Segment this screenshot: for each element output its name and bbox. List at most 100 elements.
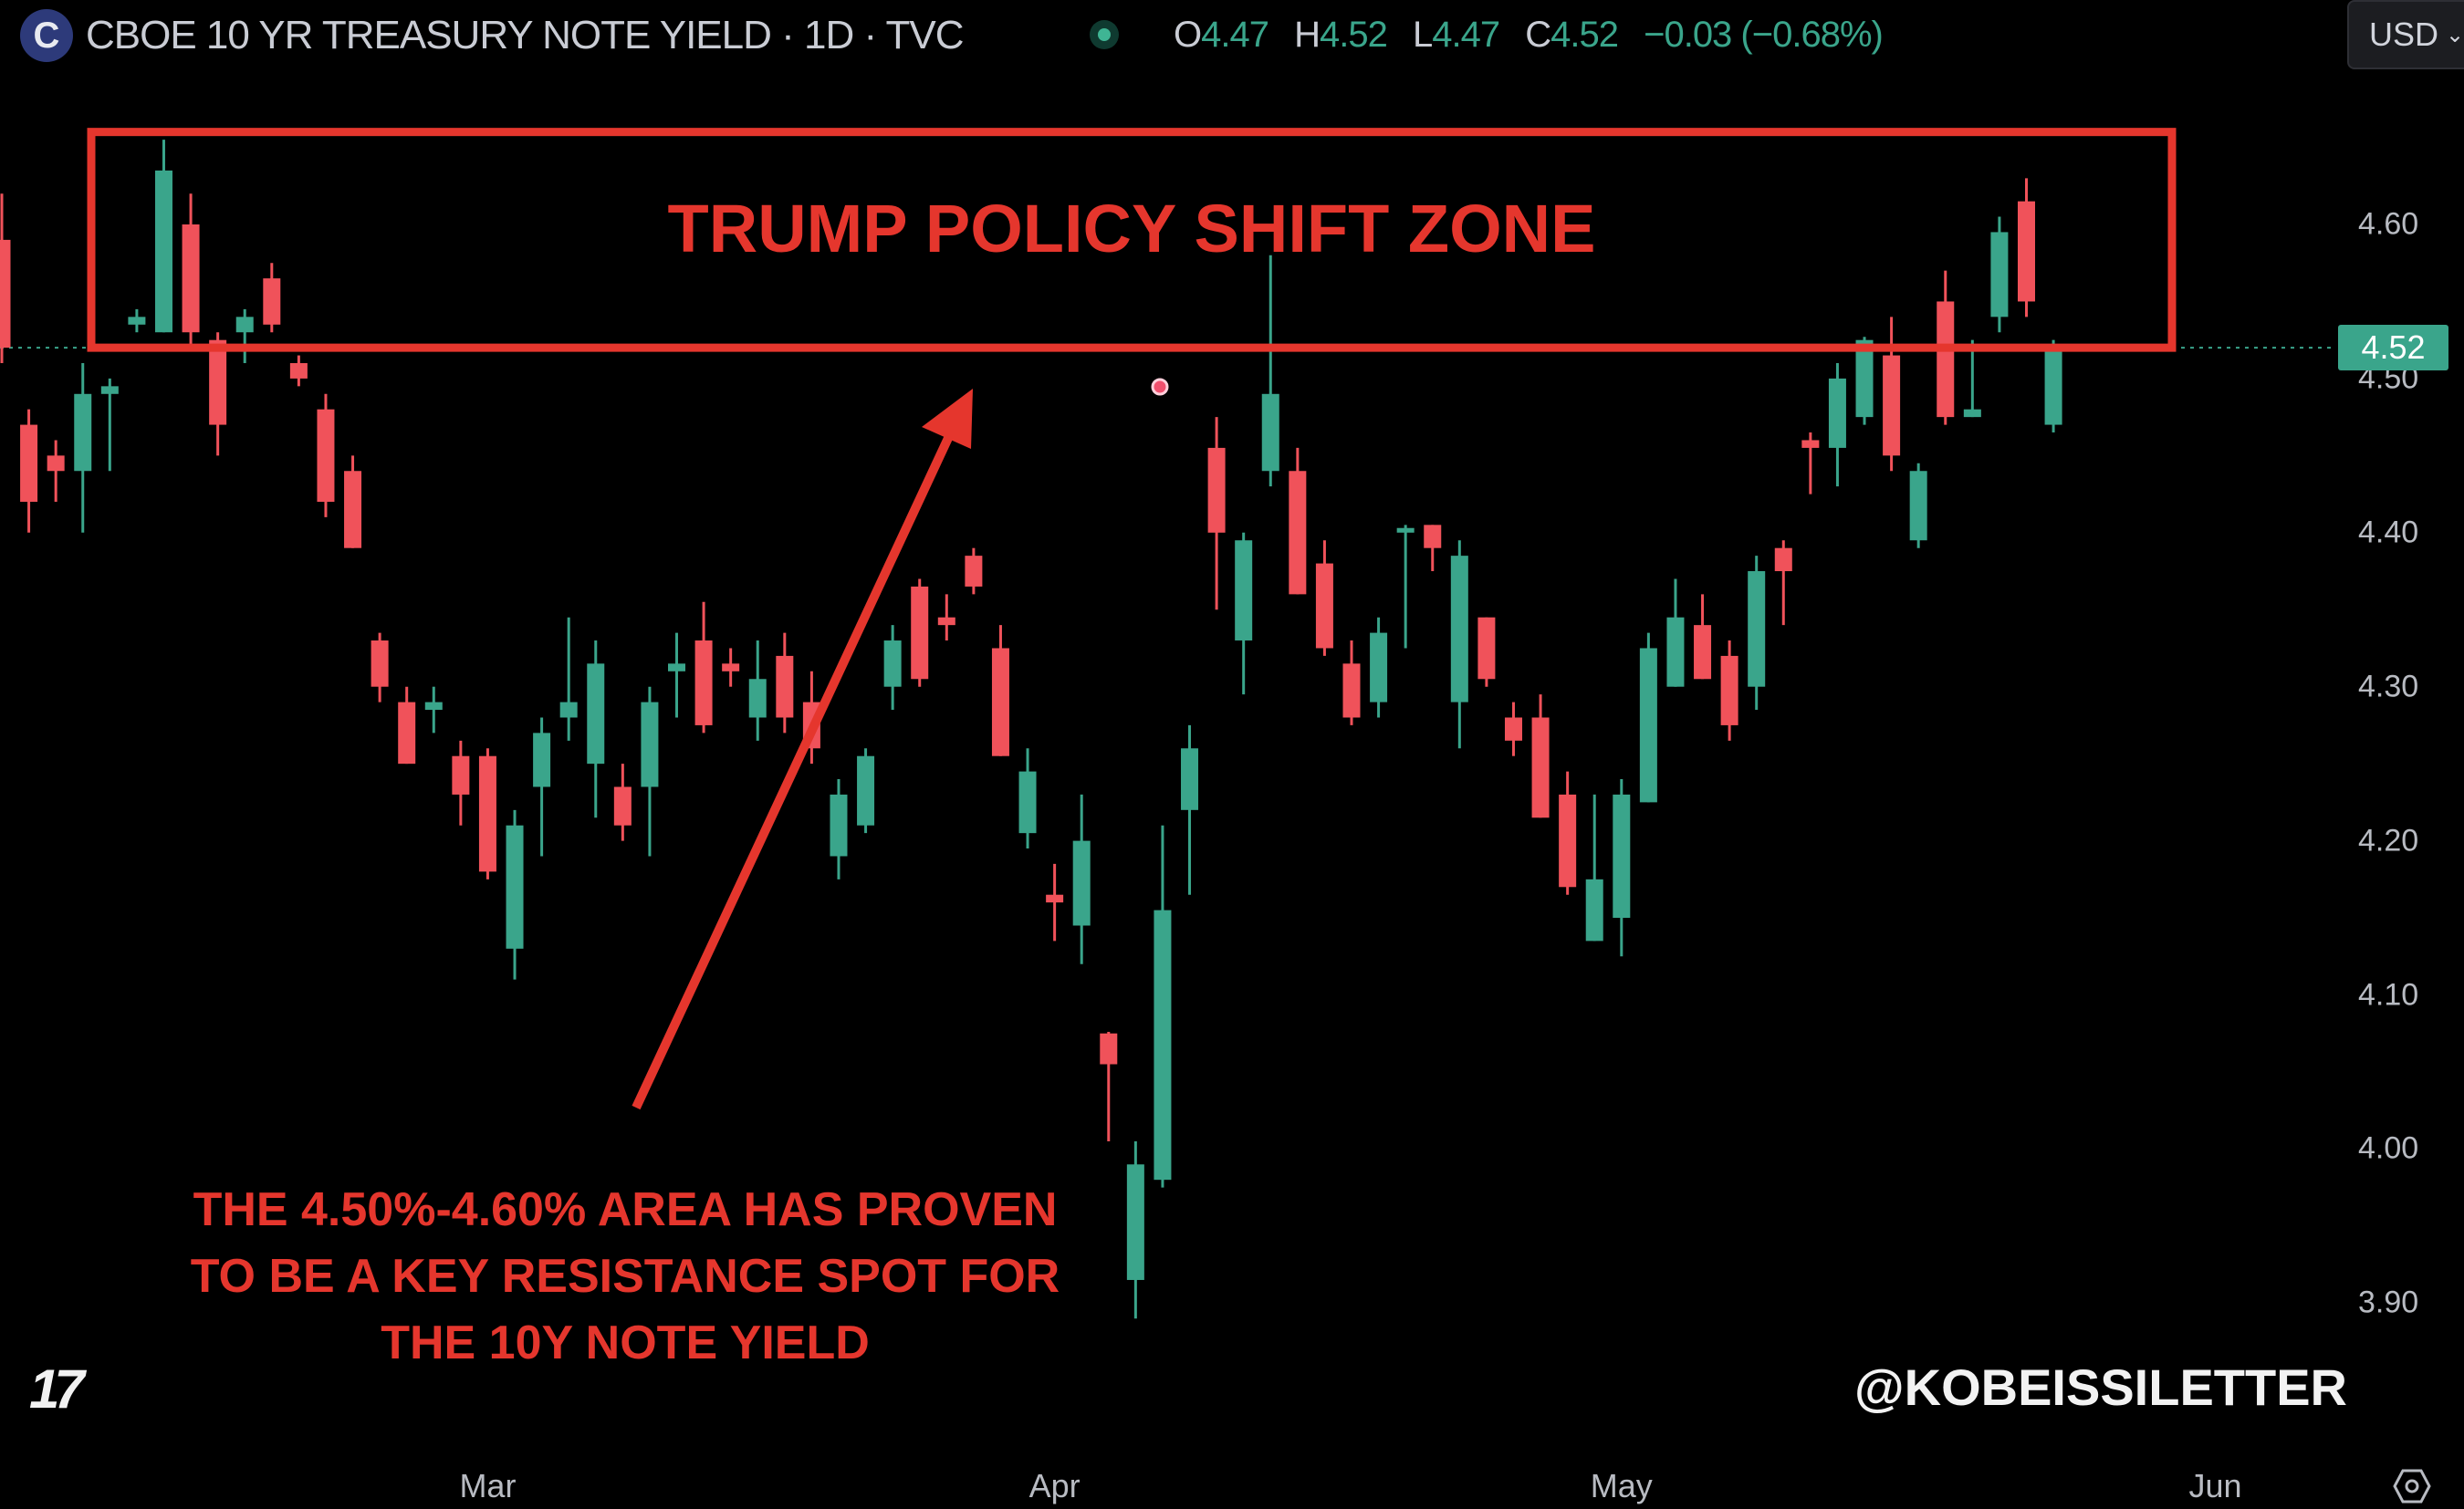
candle-body [1046, 894, 1064, 903]
candle-body [1748, 571, 1766, 687]
time-tick-label: May [1590, 1467, 1653, 1504]
candle-body [883, 640, 902, 687]
candle [1100, 1032, 1118, 1141]
candle-body [1504, 717, 1522, 741]
high-label: H [1294, 15, 1321, 55]
candle [1585, 794, 1603, 942]
candle [883, 625, 902, 711]
symbol-title[interactable]: CBOE 10 YR TREASURY NOTE YIELD · 1D · TV… [86, 13, 965, 57]
open-value: 4.47 [1201, 15, 1269, 55]
candle [533, 717, 551, 857]
candle-body [1937, 301, 1955, 418]
candle-body [1883, 355, 1901, 456]
candle [74, 363, 92, 533]
candle-body [1154, 910, 1172, 1181]
candle [1289, 447, 1307, 595]
candle-body [2044, 348, 2062, 425]
candle [1154, 825, 1172, 1188]
note-line: TO BE A KEY RESISTANCE SPOT FOR [190, 1250, 1060, 1303]
candle [1774, 540, 1792, 626]
candle [424, 686, 443, 734]
candle-body [1396, 527, 1415, 533]
candle-body [128, 317, 146, 325]
candle [1883, 317, 1901, 472]
time-tick-label: Jun [2188, 1467, 2242, 1504]
candle-body [587, 663, 605, 765]
candle [47, 440, 65, 503]
candle-body [100, 386, 119, 394]
candle [371, 632, 389, 702]
candle [1342, 640, 1361, 725]
candle [478, 748, 496, 879]
candle [1396, 525, 1415, 649]
candle-body [1828, 378, 1846, 448]
candle [1181, 724, 1199, 895]
zone-title: TRUMP POLICY SHIFT ZONE [667, 191, 1596, 266]
candle [1207, 417, 1226, 610]
candle [398, 686, 416, 765]
candle-body [1909, 471, 1927, 541]
candle-body [1261, 393, 1279, 472]
note-line: THE 4.50%-4.60% AREA HAS PROVEN [193, 1183, 1058, 1236]
candle-body [1126, 1164, 1144, 1280]
time-tick-label: Apr [1028, 1467, 1081, 1504]
candle [1504, 702, 1522, 756]
candle-body [1181, 748, 1199, 810]
candle-body [1207, 447, 1226, 533]
arrow-head-icon [922, 389, 973, 449]
price-tick-label: 4.00 [2358, 1130, 2419, 1166]
candle [1748, 556, 1766, 711]
high-value: 4.52 [1320, 15, 1388, 55]
candle [587, 640, 605, 818]
price-tick-label: 3.90 [2358, 1285, 2419, 1320]
candle-body [1613, 794, 1631, 919]
settings-gear-icon[interactable] [2393, 1467, 2431, 1505]
candle-body [371, 640, 389, 687]
note-line: THE 10Y NOTE YIELD [381, 1316, 870, 1369]
candle [1801, 432, 1820, 494]
currency-button[interactable]: USD ⌄ [2347, 0, 2464, 69]
price-tick-label: 4.40 [2358, 515, 2419, 550]
candle-body [1639, 648, 1657, 803]
candle [1424, 525, 1442, 572]
candle-body [830, 794, 848, 857]
candle [1666, 578, 1685, 687]
candle [911, 578, 929, 687]
candle [209, 332, 227, 456]
candle-body [1855, 339, 1874, 418]
candle [1072, 794, 1091, 964]
candle [2018, 178, 2035, 317]
candle [263, 263, 281, 333]
candle [1963, 339, 1981, 418]
candle-body [209, 339, 227, 425]
candle [154, 140, 172, 333]
candle [748, 640, 767, 741]
candle-body [263, 278, 281, 325]
candle [937, 594, 955, 641]
candle-body [1666, 617, 1685, 687]
candle [776, 632, 794, 734]
candle-body [1559, 794, 1577, 888]
tradingview-logo[interactable]: 17 [29, 1358, 85, 1420]
candle [100, 378, 119, 472]
candle [965, 547, 983, 595]
candle [1909, 463, 1927, 548]
candle-body [722, 663, 740, 671]
candle-body [1720, 655, 1738, 725]
candle-body [1370, 632, 1388, 702]
candle-body [1531, 717, 1550, 818]
candle [613, 764, 632, 841]
candle-body [452, 755, 470, 795]
candle [991, 625, 1009, 756]
chevron-down-icon: ⌄ [2446, 22, 2464, 47]
candle-body [748, 679, 767, 718]
candle-body [398, 702, 416, 765]
candle [344, 455, 362, 548]
candle-body [506, 825, 524, 949]
candle [506, 809, 524, 980]
candle [722, 648, 740, 687]
candle-body [424, 702, 443, 711]
policy-shift-zone-box [87, 128, 2177, 352]
price-tick-label: 4.10 [2358, 977, 2419, 1012]
